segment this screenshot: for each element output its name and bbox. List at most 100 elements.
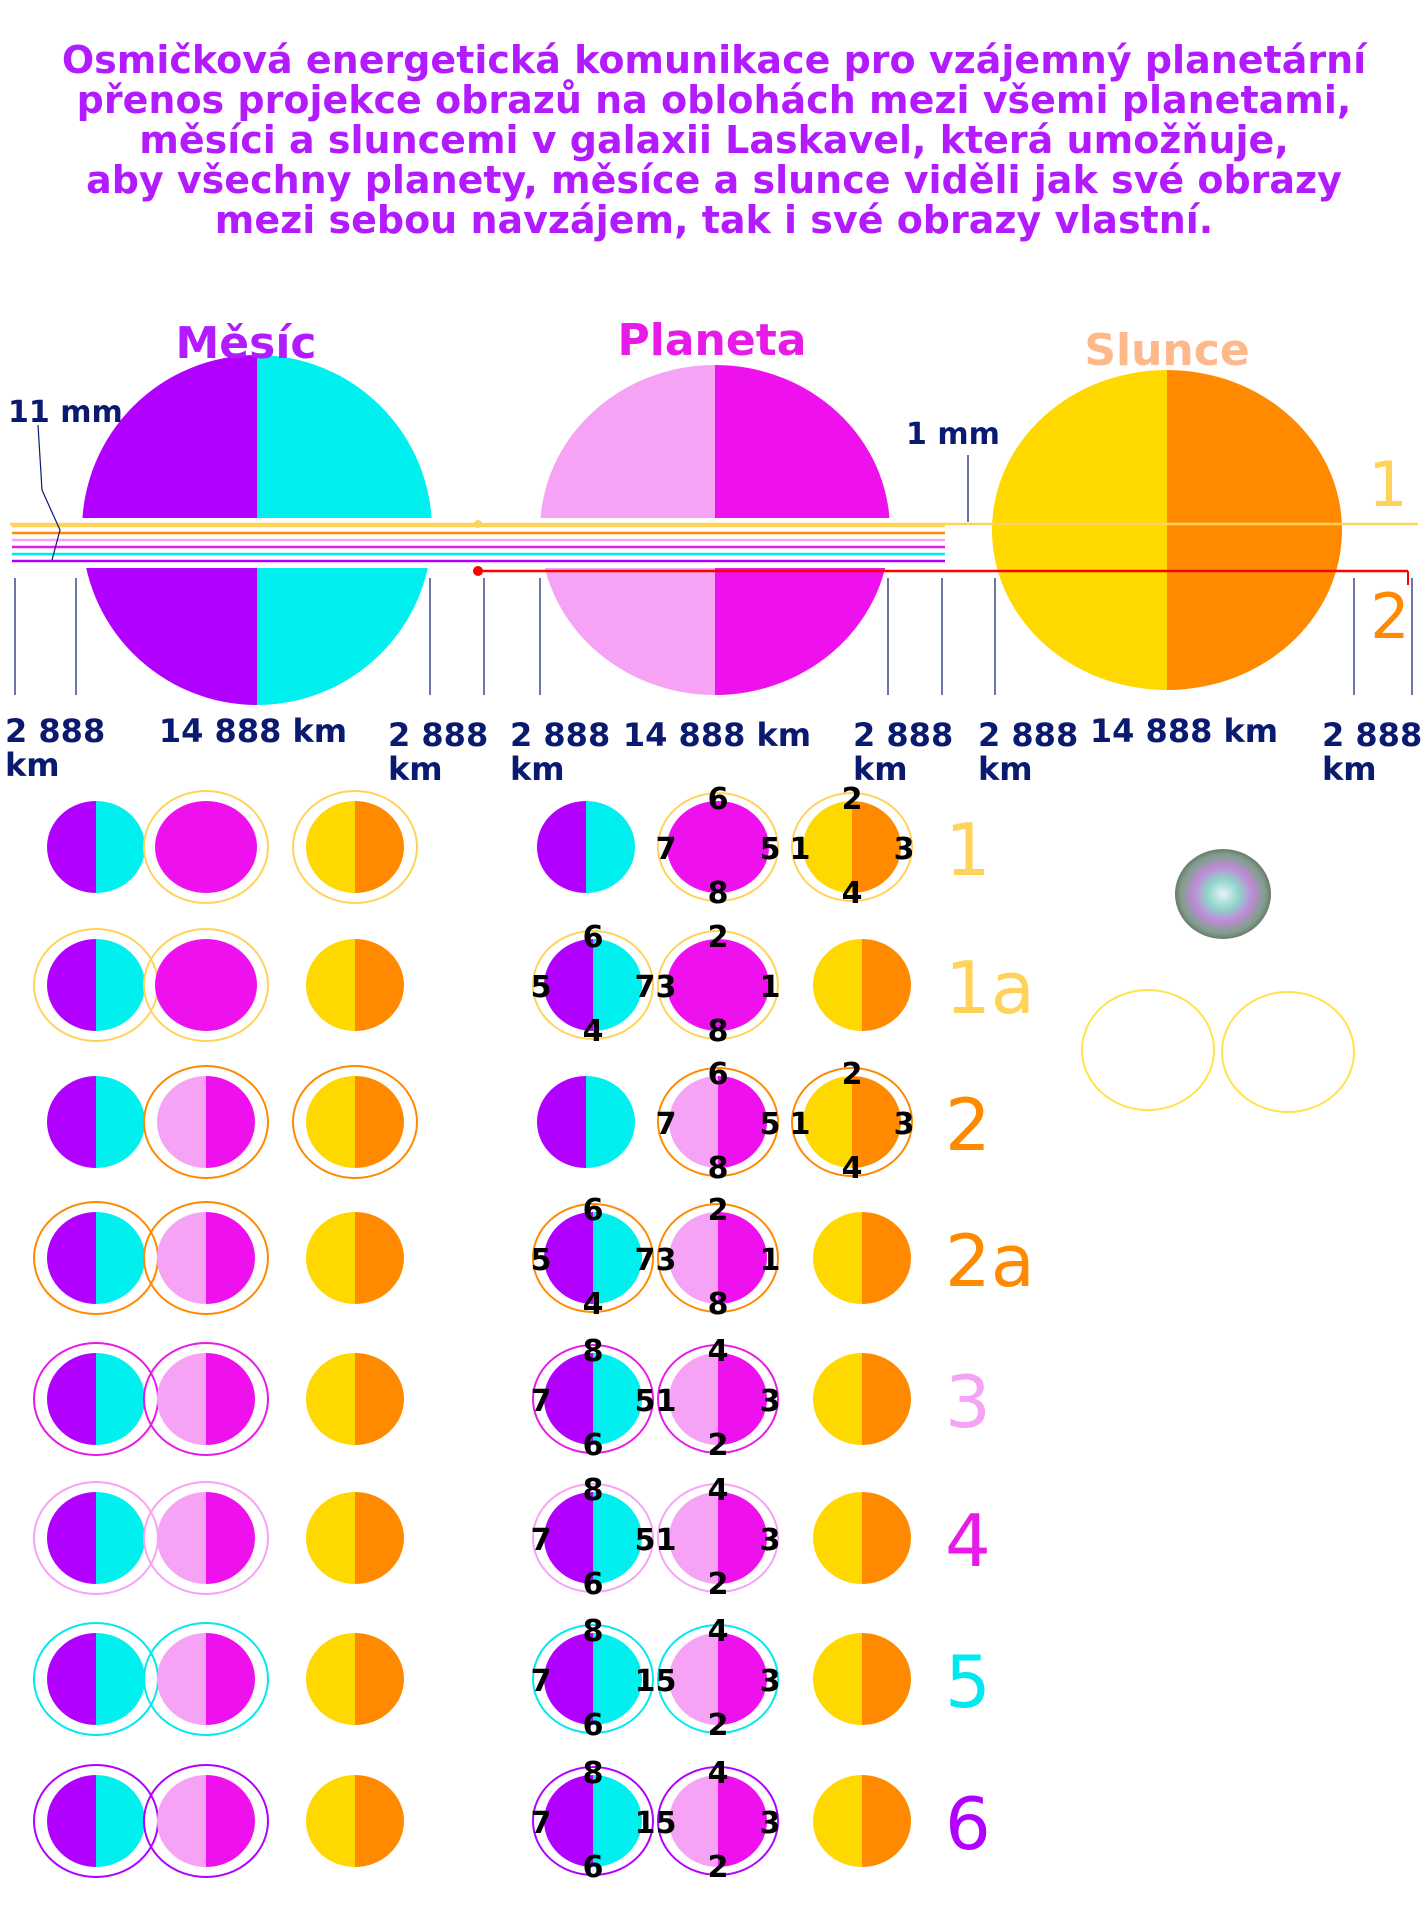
row-sun-right-half — [355, 1212, 404, 1304]
row-moon — [47, 1633, 145, 1725]
title-line: aby všechny planety, měsíce a slunce vid… — [86, 158, 1342, 202]
row-sun — [803, 1076, 901, 1168]
row-sun-left-half — [306, 939, 355, 1031]
position-number: 1 — [790, 1107, 811, 1142]
large-sun-right-half — [1167, 370, 1342, 690]
row-planet-left-half — [157, 1076, 206, 1168]
row-planet-left-half — [157, 1492, 206, 1584]
row-moon-left-half — [537, 1076, 586, 1168]
row-moon — [544, 1353, 642, 1445]
row-planet-right-half — [206, 1353, 255, 1445]
position-number: 5 — [531, 970, 552, 1005]
position-number: 3 — [760, 1523, 781, 1558]
position-number: 3 — [760, 1664, 781, 1699]
row-moon — [47, 801, 145, 893]
row-sun-right-half — [862, 1492, 911, 1584]
position-number: 3 — [656, 970, 677, 1005]
row-sun-left-half — [813, 939, 862, 1031]
row-moon-right-half — [586, 801, 635, 893]
row-moon-left-half — [544, 939, 593, 1031]
side-ring-right — [1221, 991, 1355, 1113]
row-label: 1 — [945, 808, 991, 892]
row-planet-left-half — [669, 1353, 718, 1445]
row-sun-left-half — [813, 1212, 862, 1304]
row-sun-right-half — [355, 1076, 404, 1168]
row-sun — [306, 1775, 404, 1867]
sun-label: Slunce — [1084, 325, 1249, 376]
position-number: 7 — [531, 1664, 552, 1699]
position-number: 8 — [708, 876, 729, 911]
position-number: 6 — [583, 1708, 604, 1743]
spacing-value: 2 888 — [5, 712, 105, 750]
position-number: 2 — [842, 1057, 863, 1092]
row-label: 5 — [945, 1640, 991, 1724]
row-moon — [47, 1076, 145, 1168]
row-ring — [143, 1201, 269, 1315]
left-gap-label: 11 mm — [8, 395, 123, 430]
row-moon-right-half — [96, 1492, 145, 1584]
row-sun-left-half — [306, 1492, 355, 1584]
diameter-label: 14 888 km — [623, 716, 811, 754]
row-planet — [669, 1353, 767, 1445]
row-ring — [532, 1766, 654, 1876]
row-sun-left-half — [306, 801, 355, 893]
position-number: 1 — [635, 1664, 656, 1699]
row-sun — [803, 801, 901, 893]
diameter-label: 14 888 km — [1090, 712, 1278, 750]
row-ring — [143, 928, 269, 1042]
position-number: 8 — [583, 1334, 604, 1369]
spacing-unit: km — [510, 750, 565, 788]
row-moon — [544, 1775, 642, 1867]
position-number: 3 — [894, 1107, 915, 1142]
row-sun — [306, 801, 404, 893]
row-sun-right-half — [355, 1633, 404, 1725]
position-number: 4 — [583, 1287, 604, 1322]
row-moon-left-half — [537, 801, 586, 893]
position-number: 2 — [708, 1708, 729, 1743]
row-sun — [813, 1492, 911, 1584]
page-title: Osmičková energetická komunikace pro vzá… — [0, 40, 1428, 240]
row-ring — [143, 790, 269, 904]
row-label: 6 — [945, 1782, 991, 1866]
row-planet — [669, 1212, 767, 1304]
position-number: 3 — [656, 1243, 677, 1278]
row-ring — [143, 1622, 269, 1736]
row-moon-left-half — [47, 1076, 96, 1168]
row-sun — [306, 939, 404, 1031]
row-planet-left-half — [157, 1212, 206, 1304]
row-moon-right-half — [96, 1775, 145, 1867]
row-moon — [544, 1492, 642, 1584]
planet-label: Planeta — [618, 315, 807, 366]
row-moon-right-half — [96, 1212, 145, 1304]
row-planet — [669, 1633, 767, 1725]
row-sun-left-half — [813, 1775, 862, 1867]
row-planet — [157, 1633, 255, 1725]
row-sun — [813, 1212, 911, 1304]
title-line: měsíci a sluncemi v galaxii Laskavel, kt… — [139, 118, 1289, 162]
row-sun-left-half — [803, 1076, 852, 1168]
row-label: 3 — [945, 1360, 991, 1444]
position-number: 8 — [708, 1151, 729, 1186]
row-sun-right-half — [355, 1492, 404, 1584]
row-ring — [657, 792, 779, 902]
row-planet-left-half — [669, 1212, 718, 1304]
row-moon-left-half — [47, 939, 96, 1031]
position-number: 4 — [708, 1614, 729, 1649]
row-ring — [791, 1067, 913, 1177]
row-sun — [813, 939, 911, 1031]
row-planet — [157, 1212, 255, 1304]
row-ring — [657, 1344, 779, 1454]
row-label: 1a — [945, 946, 1035, 1030]
position-number: 6 — [583, 1850, 604, 1885]
row-moon-right-half — [593, 1775, 642, 1867]
position-number: 6 — [583, 1567, 604, 1602]
row-moon-left-half — [544, 1353, 593, 1445]
row-moon — [47, 939, 145, 1031]
side-ring-left — [1081, 989, 1215, 1111]
row-sun-right-half — [862, 1775, 911, 1867]
position-number: 3 — [760, 1384, 781, 1419]
row-sun-left-half — [813, 1353, 862, 1445]
row-ring — [292, 790, 418, 904]
row-sun-right-half — [862, 939, 911, 1031]
row-planet-right-half — [718, 1076, 767, 1168]
